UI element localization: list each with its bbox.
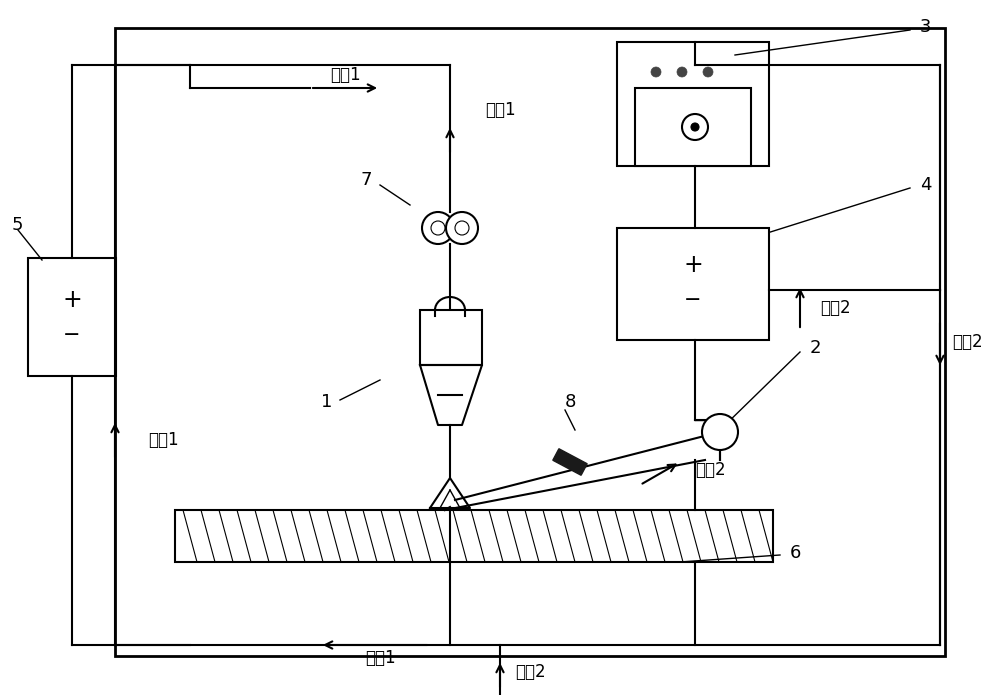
- Text: 电流1: 电流1: [365, 649, 395, 667]
- Bar: [175, 510, 773, 562]
- Text: +: +: [62, 288, 82, 312]
- Circle shape: [431, 221, 445, 235]
- Text: 电流1: 电流1: [330, 66, 360, 84]
- Text: 电流1: 电流1: [148, 431, 179, 449]
- Circle shape: [651, 67, 661, 77]
- Circle shape: [677, 67, 687, 77]
- Bar: [617, 228, 769, 340]
- Circle shape: [702, 414, 738, 450]
- Bar: [28, 258, 116, 376]
- Text: 5: 5: [12, 216, 24, 234]
- Text: +: +: [683, 253, 703, 277]
- Polygon shape: [553, 449, 587, 475]
- Circle shape: [446, 212, 478, 244]
- Text: 1: 1: [321, 393, 332, 411]
- Text: 电流2: 电流2: [952, 333, 983, 351]
- Text: −: −: [684, 290, 702, 310]
- Bar: [115, 28, 945, 656]
- Circle shape: [455, 221, 469, 235]
- Text: 3: 3: [920, 18, 932, 36]
- Text: 4: 4: [920, 176, 932, 194]
- Text: 电流2: 电流2: [515, 663, 546, 681]
- Bar: [617, 42, 769, 166]
- Circle shape: [703, 67, 713, 77]
- Text: 电流1: 电流1: [485, 101, 516, 119]
- Circle shape: [422, 212, 454, 244]
- Text: 电流2: 电流2: [695, 461, 726, 479]
- Circle shape: [682, 114, 708, 140]
- Text: 7: 7: [361, 171, 372, 189]
- Text: 电流2: 电流2: [820, 299, 851, 317]
- Bar: [420, 310, 482, 365]
- Bar: [635, 88, 751, 166]
- Circle shape: [691, 123, 699, 131]
- Text: 8: 8: [564, 393, 576, 411]
- Text: −: −: [63, 325, 81, 345]
- Text: 2: 2: [810, 339, 822, 357]
- Text: 6: 6: [790, 544, 801, 562]
